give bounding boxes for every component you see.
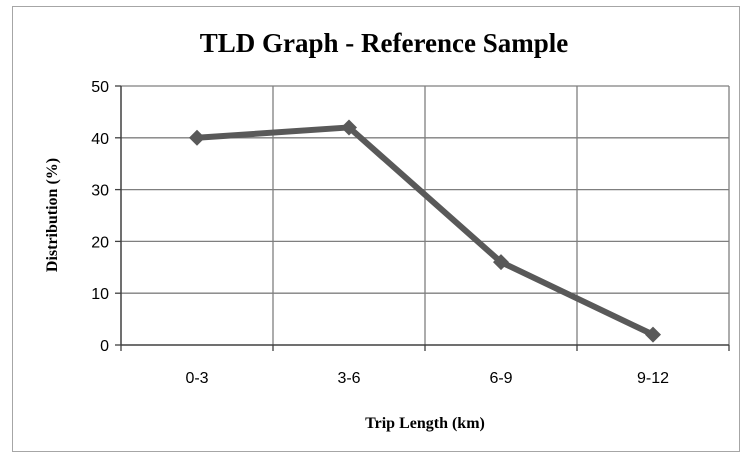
y-tick-label: 10 [91, 286, 109, 303]
y-tick-labels: 0 10 20 30 40 50 [91, 79, 109, 355]
series-group [189, 119, 661, 343]
data-point [189, 129, 205, 146]
chart-title: TLD Graph - Reference Sample [200, 28, 568, 58]
series-line [194, 124, 656, 338]
y-tick-label: 20 [91, 234, 109, 251]
x-tick-labels: 0-3 3-6 6-9 9-12 [185, 370, 669, 387]
y-axis-label: Distribution (%) [44, 158, 61, 272]
x-tick-label: 6-9 [489, 370, 512, 387]
x-axis-label: Trip Length (km) [365, 415, 485, 432]
x-tick-label: 0-3 [185, 370, 208, 387]
axes [115, 85, 730, 351]
data-point [645, 326, 661, 343]
y-tick-label: 50 [91, 79, 109, 96]
y-tick-label: 30 [91, 183, 109, 200]
grid-lines [121, 85, 730, 345]
data-point [493, 254, 509, 271]
y-tick-label: 40 [91, 131, 109, 148]
x-tick-label: 9-12 [637, 370, 669, 387]
chart-frame [12, 6, 740, 452]
x-tick-label: 3-6 [337, 370, 360, 387]
data-point [341, 119, 357, 136]
y-tick-label: 0 [100, 338, 109, 355]
